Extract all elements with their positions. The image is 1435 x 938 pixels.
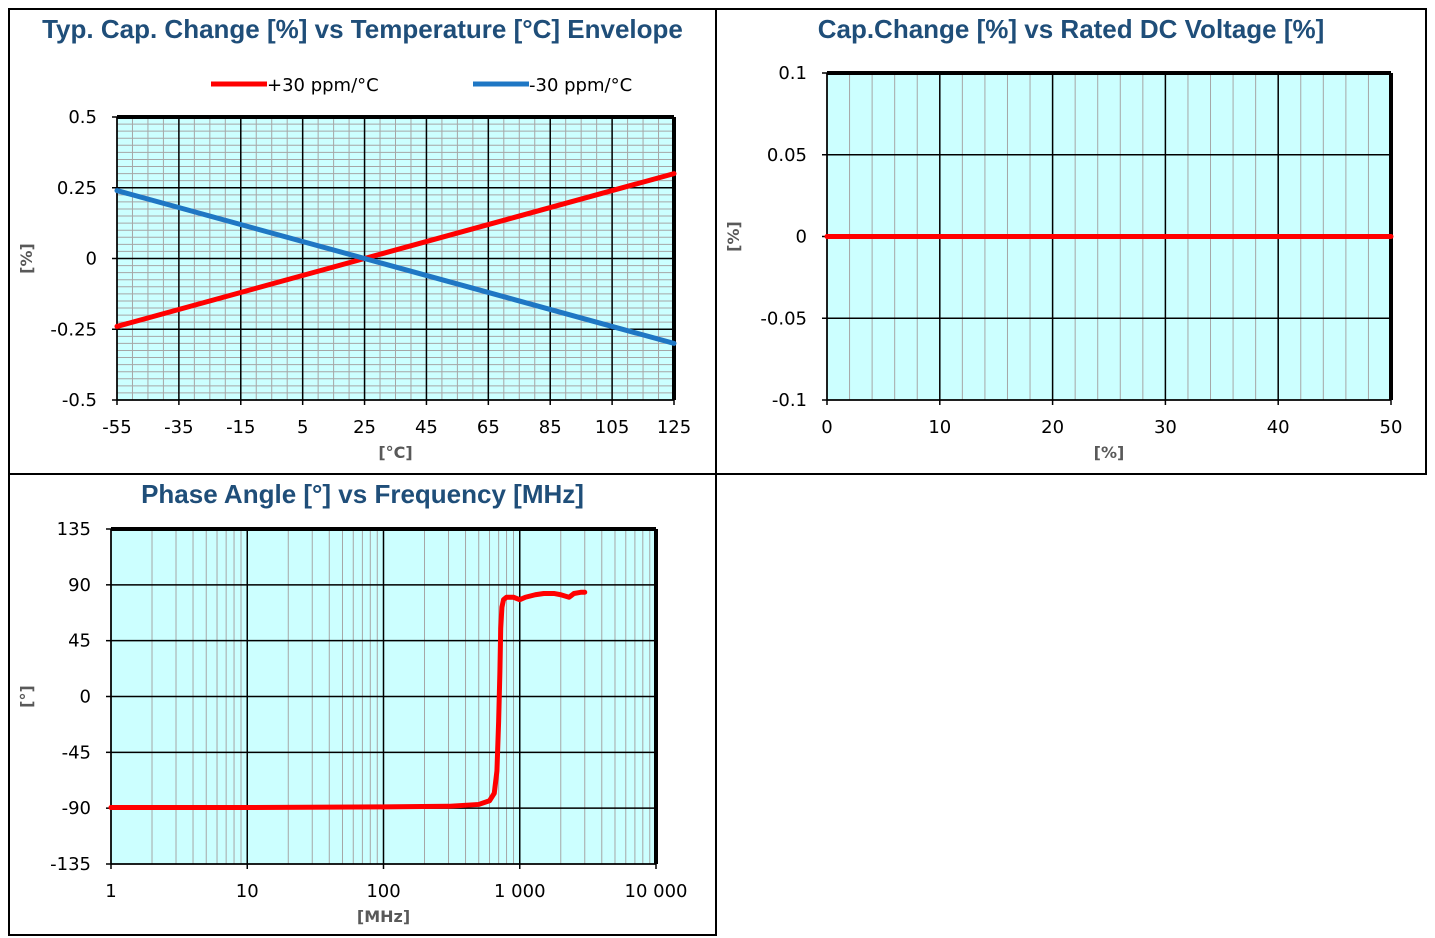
x-tick-label: -55 [102, 417, 131, 438]
y-axis-label: [°] [17, 685, 36, 708]
y-tick-label: 0.5 [68, 107, 97, 128]
y-tick-label: -135 [50, 854, 91, 875]
x-axis-label: [%] [1094, 443, 1125, 462]
x-tick-label: 105 [595, 417, 629, 438]
temperature-chart: -55 -35 -15 5 25 45 65 85 105 125 0.5 0.25 0 -0.25 -0.… [17, 75, 691, 462]
phase-chart-panel: Phase Angle [°] vs Frequency [MHz] 1 10 10… [8, 473, 717, 936]
x-tick-label: 40 [1267, 417, 1290, 438]
x-tick-label: 50 [1380, 417, 1403, 438]
chart-title: Phase Angle [°] vs Frequency [MHz] [141, 479, 584, 509]
y-axis-label: [%] [17, 243, 36, 274]
series-line [108, 589, 588, 811]
x-tick-label: -15 [226, 417, 255, 438]
x-tick-label: 25 [353, 417, 376, 438]
y-tick-label: 0.05 [767, 145, 807, 166]
y-tick-label: 0.25 [57, 178, 97, 199]
x-tick-label: 10 000 [625, 881, 688, 902]
y-tick-label: 45 [68, 631, 91, 652]
x-tick-label: 20 [1041, 417, 1064, 438]
x-tick-label: 65 [477, 417, 500, 438]
x-tick-label: -35 [164, 417, 193, 438]
y-tick-label: 0 [80, 687, 91, 708]
voltage-chart-panel: Cap.Change [%] vs Rated DC Voltage [%] 0… [715, 8, 1427, 475]
chart-title: Cap.Change [%] vs Rated DC Voltage [%] [817, 14, 1325, 44]
y-tick-label: -45 [62, 742, 91, 763]
y-tick-label: 0.1 [778, 63, 807, 84]
series-line [114, 188, 677, 346]
x-tick-label: 10 [928, 417, 951, 438]
y-tick-label: -0.25 [50, 319, 97, 340]
y-tick-label: 90 [68, 575, 91, 596]
phase-chart: 1 10 100 1 000 10 000 135 90 45 0 -45 -90 -135 [MHz]… [17, 519, 688, 926]
series-line [114, 171, 677, 329]
x-tick-label: 10 [236, 881, 259, 902]
x-tick-label: 1 [105, 881, 116, 902]
x-axis-label: [°C] [378, 443, 412, 462]
temperature-chart-panel: Typ. Cap. Change [%] vs Temperature [°C]… [8, 8, 717, 475]
legend-label: +30 ppm/°C [267, 75, 379, 96]
x-tick-label: 85 [539, 417, 562, 438]
y-tick-label: -0.5 [62, 390, 97, 411]
legend-label: -30 ppm/°C [529, 75, 632, 96]
x-axis-label: [MHz] [357, 907, 410, 926]
x-tick-label: 1 000 [494, 881, 546, 902]
y-tick-label: 0 [796, 227, 807, 248]
x-tick-label: 5 [297, 417, 308, 438]
y-tick-label: 0 [86, 249, 97, 270]
y-tick-label: -90 [62, 798, 91, 819]
chart-title: Typ. Cap. Change [%] vs Temperature [°C]… [42, 14, 683, 44]
x-tick-label: 0 [821, 417, 832, 438]
y-axis-label: [%] [724, 221, 743, 252]
y-tick-label: 135 [57, 519, 91, 540]
y-tick-label: -0.05 [760, 308, 807, 329]
x-tick-label: 100 [366, 881, 400, 902]
x-tick-label: 45 [415, 417, 438, 438]
x-tick-label: 30 [1154, 417, 1177, 438]
voltage-chart: 0 10 20 30 40 50 0.1 0.05 0 -0.05 -0.1 [%] [%] [724, 63, 1403, 462]
x-tick-label: 125 [657, 417, 691, 438]
y-tick-label: -0.1 [772, 390, 807, 411]
